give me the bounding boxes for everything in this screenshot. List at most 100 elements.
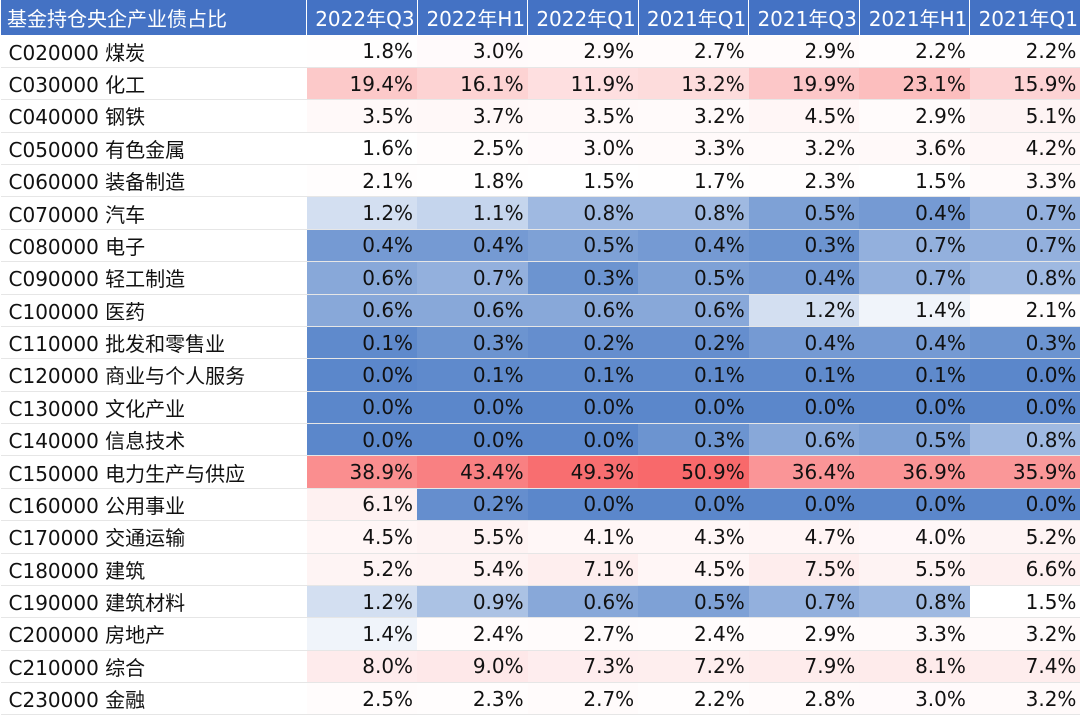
- value-cell: 4.5%: [638, 553, 749, 586]
- value-cell: 0.0%: [969, 488, 1080, 522]
- value-cell: 3.2%: [748, 132, 860, 166]
- value-cell: 15.9%: [969, 67, 1080, 101]
- value-cell: 0.6%: [748, 423, 860, 457]
- value-cell: 0.6%: [527, 585, 639, 619]
- value-cell: 1.4%: [859, 294, 970, 327]
- value-cell: 0.0%: [306, 358, 418, 392]
- value-cell: 2.2%: [859, 35, 970, 68]
- value-cell: 2.9%: [748, 617, 860, 651]
- value-cell: 2.1%: [969, 294, 1080, 327]
- value-cell: 0.0%: [638, 391, 749, 425]
- table-row: C210000 综合 8.0% 9.0% 7.3% 7.2% 7.9% 8.1% 7.4%: [0, 650, 1080, 684]
- value-cell: 38.9%: [306, 455, 418, 489]
- value-cell: 0.1%: [859, 358, 970, 392]
- table-row: C030000 化工 19.4% 16.1% 11.9% 13.2% 19.9% 23.1%…: [0, 67, 1080, 101]
- value-cell: 2.2%: [638, 682, 749, 716]
- value-cell: 0.1%: [748, 358, 860, 392]
- header-row: 基金持仓央企产业债占比 2022年Q3 2022年H1 2022年Q1 2021…: [0, 0, 1080, 36]
- value-cell: 7.9%: [748, 650, 860, 684]
- value-cell: 4.1%: [527, 520, 639, 554]
- value-cell: 0.3%: [748, 229, 860, 263]
- value-cell: 1.7%: [638, 164, 749, 198]
- value-cell: 0.7%: [748, 585, 860, 619]
- value-cell: 0.2%: [527, 326, 639, 360]
- value-cell: 0.6%: [306, 294, 418, 327]
- value-cell: 4.2%: [969, 132, 1080, 166]
- value-cell: 36.9%: [859, 455, 970, 489]
- table-row: C050000 有色金属 1.6% 2.5% 3.0% 3.3% 3.2% 3.6% 4.2%: [0, 132, 1080, 166]
- value-cell: 0.7%: [859, 229, 970, 263]
- value-cell: 0.5%: [638, 261, 749, 295]
- value-cell: 0.0%: [306, 391, 418, 425]
- value-cell: 2.8%: [748, 682, 860, 716]
- value-cell: 0.5%: [527, 229, 639, 263]
- value-cell: 7.3%: [527, 650, 639, 684]
- value-cell: 0.9%: [417, 585, 528, 619]
- value-cell: 5.4%: [417, 553, 528, 586]
- value-cell: 0.3%: [527, 261, 639, 295]
- column-header: 2021年Q1: [637, 0, 750, 36]
- value-cell: 6.1%: [306, 488, 418, 522]
- value-cell: 0.0%: [527, 423, 639, 457]
- value-cell: 19.4%: [306, 67, 418, 101]
- value-cell: 0.7%: [969, 229, 1080, 263]
- value-cell: 0.1%: [417, 358, 528, 392]
- value-cell: 1.2%: [306, 585, 418, 619]
- table-row: C140000 信息技术 0.0% 0.0% 0.0% 0.3% 0.6% 0.5% 0.8%: [0, 423, 1080, 457]
- value-cell: 0.0%: [748, 488, 860, 522]
- industry-label: C170000 交通运输: [0, 520, 307, 554]
- value-cell: 0.8%: [969, 423, 1080, 457]
- value-cell: 5.5%: [417, 520, 528, 554]
- industry-label: C040000 钢铁: [0, 99, 307, 133]
- value-cell: 3.3%: [969, 164, 1080, 198]
- industry-label: C060000 装备制造: [0, 164, 307, 198]
- industry-label: C140000 信息技术: [0, 423, 307, 457]
- value-cell: 0.0%: [417, 391, 528, 425]
- value-cell: 0.7%: [417, 261, 528, 295]
- value-cell: 2.7%: [638, 35, 749, 68]
- value-cell: 36.4%: [748, 455, 860, 489]
- value-cell: 1.2%: [748, 294, 860, 327]
- value-cell: 3.5%: [306, 99, 418, 133]
- value-cell: 1.5%: [969, 585, 1080, 619]
- value-cell: 7.2%: [638, 650, 749, 684]
- value-cell: 2.4%: [417, 617, 528, 651]
- value-cell: 1.5%: [527, 164, 639, 198]
- value-cell: 2.7%: [527, 617, 639, 651]
- value-cell: 0.0%: [417, 423, 528, 457]
- value-cell: 0.4%: [638, 229, 749, 263]
- value-cell: 0.4%: [748, 261, 860, 295]
- industry-label: C070000 汽车: [0, 196, 307, 230]
- value-cell: 0.6%: [306, 261, 418, 295]
- value-cell: 2.9%: [859, 99, 970, 133]
- industry-label: C200000 房地产: [0, 617, 307, 651]
- value-cell: 3.5%: [527, 99, 639, 133]
- table-row: C160000 公用事业 6.1% 0.2% 0.0% 0.0% 0.0% 0.0% 0.0%: [0, 488, 1080, 522]
- value-cell: 0.0%: [638, 488, 749, 522]
- value-cell: 2.3%: [417, 682, 528, 716]
- table-row: C080000 电子 0.4% 0.4% 0.5% 0.4% 0.3% 0.7% 0.7%: [0, 229, 1080, 263]
- value-cell: 1.8%: [417, 164, 528, 198]
- value-cell: 0.0%: [527, 488, 639, 522]
- value-cell: 3.3%: [638, 132, 749, 166]
- value-cell: 0.4%: [306, 229, 418, 263]
- value-cell: 1.4%: [306, 617, 418, 651]
- value-cell: 1.6%: [306, 132, 418, 166]
- value-cell: 0.8%: [527, 196, 639, 230]
- value-cell: 0.2%: [417, 488, 528, 522]
- value-cell: 4.7%: [748, 520, 860, 554]
- column-header: 2021年H1: [858, 0, 971, 36]
- table-row: C060000 装备制造 2.1% 1.8% 1.5% 1.7% 2.3% 1.5% 3.3%: [0, 164, 1080, 198]
- value-cell: 0.8%: [638, 196, 749, 230]
- table-row: C230000 金融 2.5% 2.3% 2.7% 2.2% 2.8% 3.0% 3.2%: [0, 682, 1080, 716]
- industry-label: C080000 电子: [0, 229, 307, 263]
- value-cell: 7.5%: [748, 553, 860, 586]
- value-cell: 2.5%: [417, 132, 528, 166]
- value-cell: 0.6%: [417, 294, 528, 327]
- value-cell: 2.5%: [306, 682, 418, 716]
- table-row: C120000 商业与个人服务 0.0% 0.1% 0.1% 0.1% 0.1% 0.1% 0…: [0, 358, 1080, 392]
- industry-label: C160000 公用事业: [0, 488, 307, 522]
- industry-label: C090000 轻工制造: [0, 261, 307, 295]
- value-cell: 5.5%: [859, 553, 970, 586]
- value-cell: 16.1%: [417, 67, 528, 101]
